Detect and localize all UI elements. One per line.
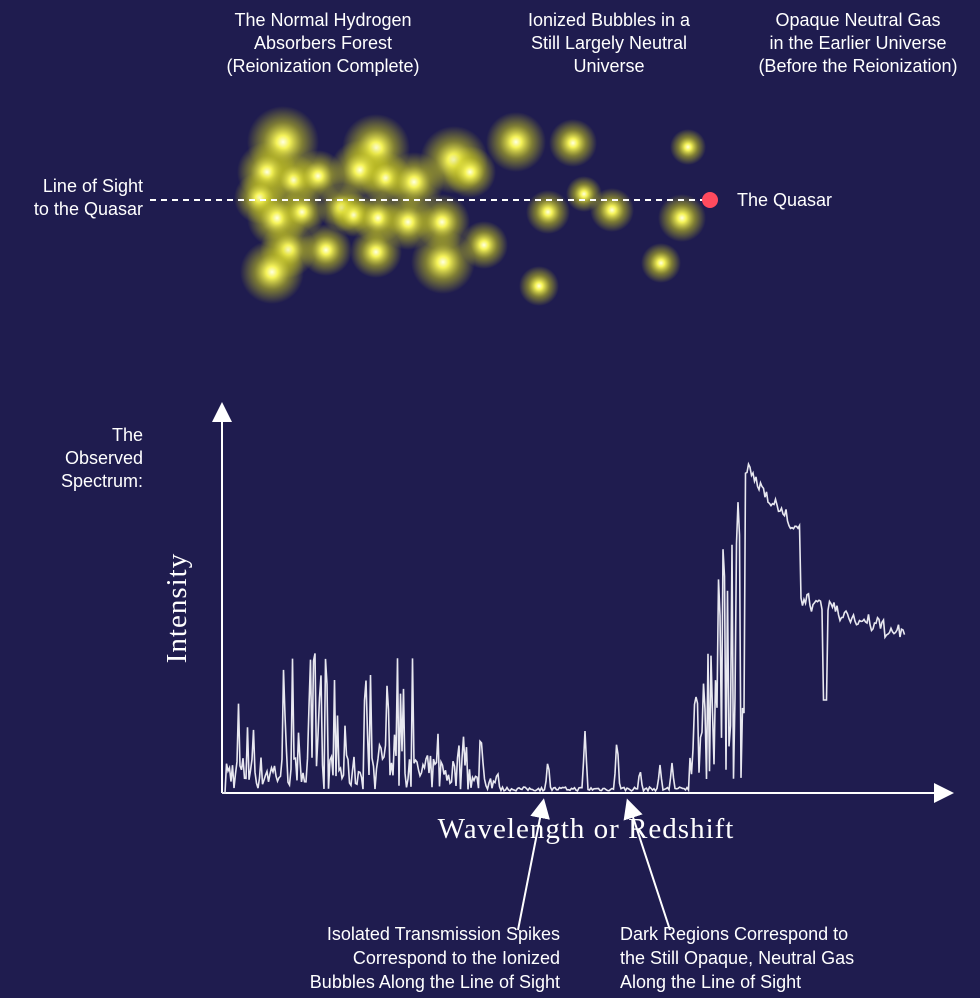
absorber-glow — [444, 146, 496, 198]
absorber-glow — [300, 224, 352, 276]
opaque-label: (Before the Reionization) — [758, 56, 957, 76]
forest-label: The Normal Hydrogen — [234, 10, 411, 30]
opaque-label: Opaque Neutral Gas — [775, 10, 940, 30]
dark-note-label: Along the Line of Sight — [620, 972, 801, 992]
spectrum-label: Spectrum: — [61, 471, 143, 491]
y-axis-label: Intensity — [161, 553, 193, 664]
dark-note-label: the Still Opaque, Neutral Gas — [620, 948, 854, 968]
absorber-glow — [641, 243, 681, 283]
absorber-glow — [549, 119, 597, 167]
line-of-sight-label: Line of Sight — [43, 176, 143, 196]
absorber-glow — [670, 129, 706, 165]
quasar — [702, 192, 718, 208]
bubbles-label: Universe — [573, 56, 644, 76]
absorber-glow — [590, 188, 634, 232]
spikes-note-label: Bubbles Along the Line of Sight — [310, 972, 560, 992]
absorber-glow — [411, 230, 475, 294]
x-axis-label: Wavelength or Redshift — [438, 813, 735, 845]
bubbles-label: Still Largely Neutral — [531, 33, 687, 53]
spikes-note-label: Correspond to the Ionized — [353, 948, 560, 968]
absorber-glow — [240, 240, 304, 304]
line-of-sight-label: to the Quasar — [34, 199, 143, 219]
absorber-glow — [526, 190, 570, 234]
absorber-glow — [519, 266, 559, 306]
absorbers — [234, 106, 706, 306]
absorber-glow — [658, 194, 706, 242]
bubbles-label: Ionized Bubbles in a — [528, 10, 691, 30]
spectrum-label: The — [112, 425, 143, 445]
forest-label: (Reionization Complete) — [226, 56, 419, 76]
absorber-glow — [486, 112, 546, 172]
forest-label: Absorbers Forest — [254, 33, 392, 53]
opaque-label: in the Earlier Universe — [769, 33, 946, 53]
spectrum-label: Observed — [65, 448, 143, 468]
spectrum-curve — [222, 461, 906, 794]
spikes-note-label: Isolated Transmission Spikes — [327, 924, 560, 944]
dark-note-label: Dark Regions Correspond to — [620, 924, 848, 944]
arrow — [517, 798, 550, 931]
absorber-glow — [460, 221, 508, 269]
absorber-glow — [350, 226, 402, 278]
arrow — [623, 798, 671, 931]
quasar-label: The Quasar — [737, 190, 832, 210]
